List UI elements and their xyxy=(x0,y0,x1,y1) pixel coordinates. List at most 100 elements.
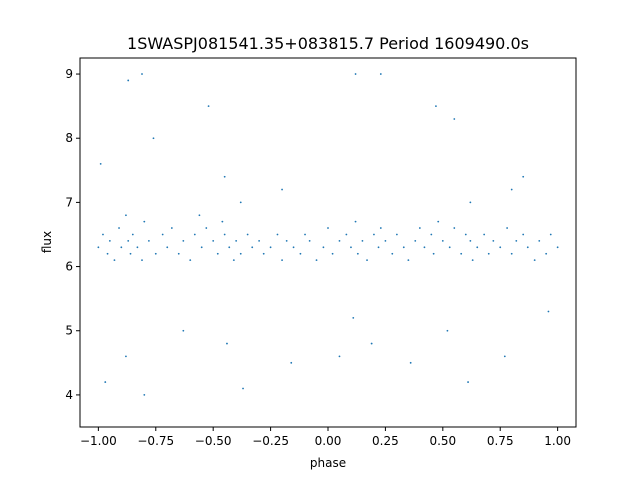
data-point xyxy=(453,118,456,120)
data-point xyxy=(200,246,203,249)
data-point xyxy=(143,394,146,396)
y-tick-label: 6 xyxy=(65,260,73,274)
data-point xyxy=(352,317,355,319)
data-point xyxy=(106,252,109,255)
data-point xyxy=(327,227,329,229)
data-point xyxy=(285,240,288,242)
y-tick-label: 4 xyxy=(65,388,73,402)
data-point xyxy=(533,259,536,262)
data-point xyxy=(354,220,357,223)
data-point xyxy=(361,240,364,242)
data-point xyxy=(232,259,235,262)
data-point xyxy=(269,246,272,249)
data-point xyxy=(120,246,123,249)
data-point xyxy=(503,355,506,358)
y-tick-label: 7 xyxy=(65,195,73,209)
data-point xyxy=(467,381,469,383)
data-point xyxy=(315,259,318,262)
data-point xyxy=(545,252,548,255)
data-point xyxy=(379,73,382,75)
chart-title: 1SWASPJ081541.35+083815.7 Period 1609490… xyxy=(127,34,529,53)
data-point xyxy=(469,240,472,242)
data-point xyxy=(221,220,224,223)
data-point xyxy=(506,227,509,229)
data-point xyxy=(276,233,279,236)
data-point xyxy=(547,310,550,313)
data-point xyxy=(409,361,412,364)
data-point xyxy=(418,227,421,229)
data-point xyxy=(182,240,185,242)
data-point xyxy=(549,233,552,236)
y-axis-label: flux xyxy=(40,231,54,253)
data-point xyxy=(464,233,467,236)
data-point xyxy=(471,259,474,262)
y-tick-label: 5 xyxy=(65,324,73,338)
data-point xyxy=(242,387,244,390)
x-tick-label: 0.25 xyxy=(372,434,399,448)
data-point xyxy=(522,233,525,236)
data-point xyxy=(136,246,139,249)
data-point xyxy=(292,246,295,249)
data-point xyxy=(207,105,210,108)
data-point xyxy=(515,240,518,242)
data-point xyxy=(97,246,100,249)
data-point xyxy=(430,233,433,236)
data-point xyxy=(446,329,449,332)
data-point xyxy=(198,214,201,217)
data-point xyxy=(152,137,155,140)
data-point xyxy=(246,233,249,236)
data-point xyxy=(127,79,130,82)
data-point xyxy=(170,227,173,229)
data-point xyxy=(370,342,373,345)
data-point xyxy=(453,227,456,229)
data-point xyxy=(281,188,283,191)
data-point xyxy=(338,355,341,358)
data-points xyxy=(97,73,559,396)
data-point xyxy=(437,220,440,223)
data-point xyxy=(141,259,143,262)
data-point xyxy=(492,240,495,242)
data-point xyxy=(125,355,127,358)
y-axis: 4 5 6 7 8 9 xyxy=(65,67,80,402)
data-point xyxy=(304,233,306,236)
data-point xyxy=(487,252,490,255)
data-point xyxy=(538,240,541,242)
data-point xyxy=(108,240,111,242)
data-point xyxy=(356,252,359,255)
x-tick-label: 0.75 xyxy=(487,434,514,448)
data-point xyxy=(499,246,502,249)
data-point xyxy=(104,381,107,383)
data-point xyxy=(131,233,134,236)
data-point xyxy=(414,240,417,242)
data-point xyxy=(379,227,382,229)
x-tick-label: 0.50 xyxy=(429,434,456,448)
data-point xyxy=(460,252,463,255)
x-tick-label: 1.00 xyxy=(544,434,571,448)
data-point xyxy=(193,233,196,236)
data-point xyxy=(226,342,228,345)
data-point xyxy=(223,175,226,178)
data-point xyxy=(435,105,437,108)
data-point xyxy=(147,240,150,242)
data-point xyxy=(141,73,143,75)
data-point xyxy=(177,252,180,255)
data-point xyxy=(402,246,405,249)
data-point xyxy=(99,162,102,165)
data-point xyxy=(522,175,525,178)
data-point xyxy=(281,259,283,262)
data-point xyxy=(350,246,352,249)
x-tick-label: 0.00 xyxy=(315,434,342,448)
data-point xyxy=(262,252,265,255)
data-point xyxy=(384,240,387,242)
data-point xyxy=(354,73,357,75)
data-point xyxy=(345,233,348,236)
data-point xyxy=(235,240,238,242)
data-point xyxy=(216,252,219,255)
data-point xyxy=(127,240,130,242)
data-point xyxy=(308,240,311,242)
data-point xyxy=(223,233,226,236)
data-point xyxy=(118,227,120,229)
x-tick-label: −1.00 xyxy=(80,434,117,448)
data-point xyxy=(373,233,375,236)
